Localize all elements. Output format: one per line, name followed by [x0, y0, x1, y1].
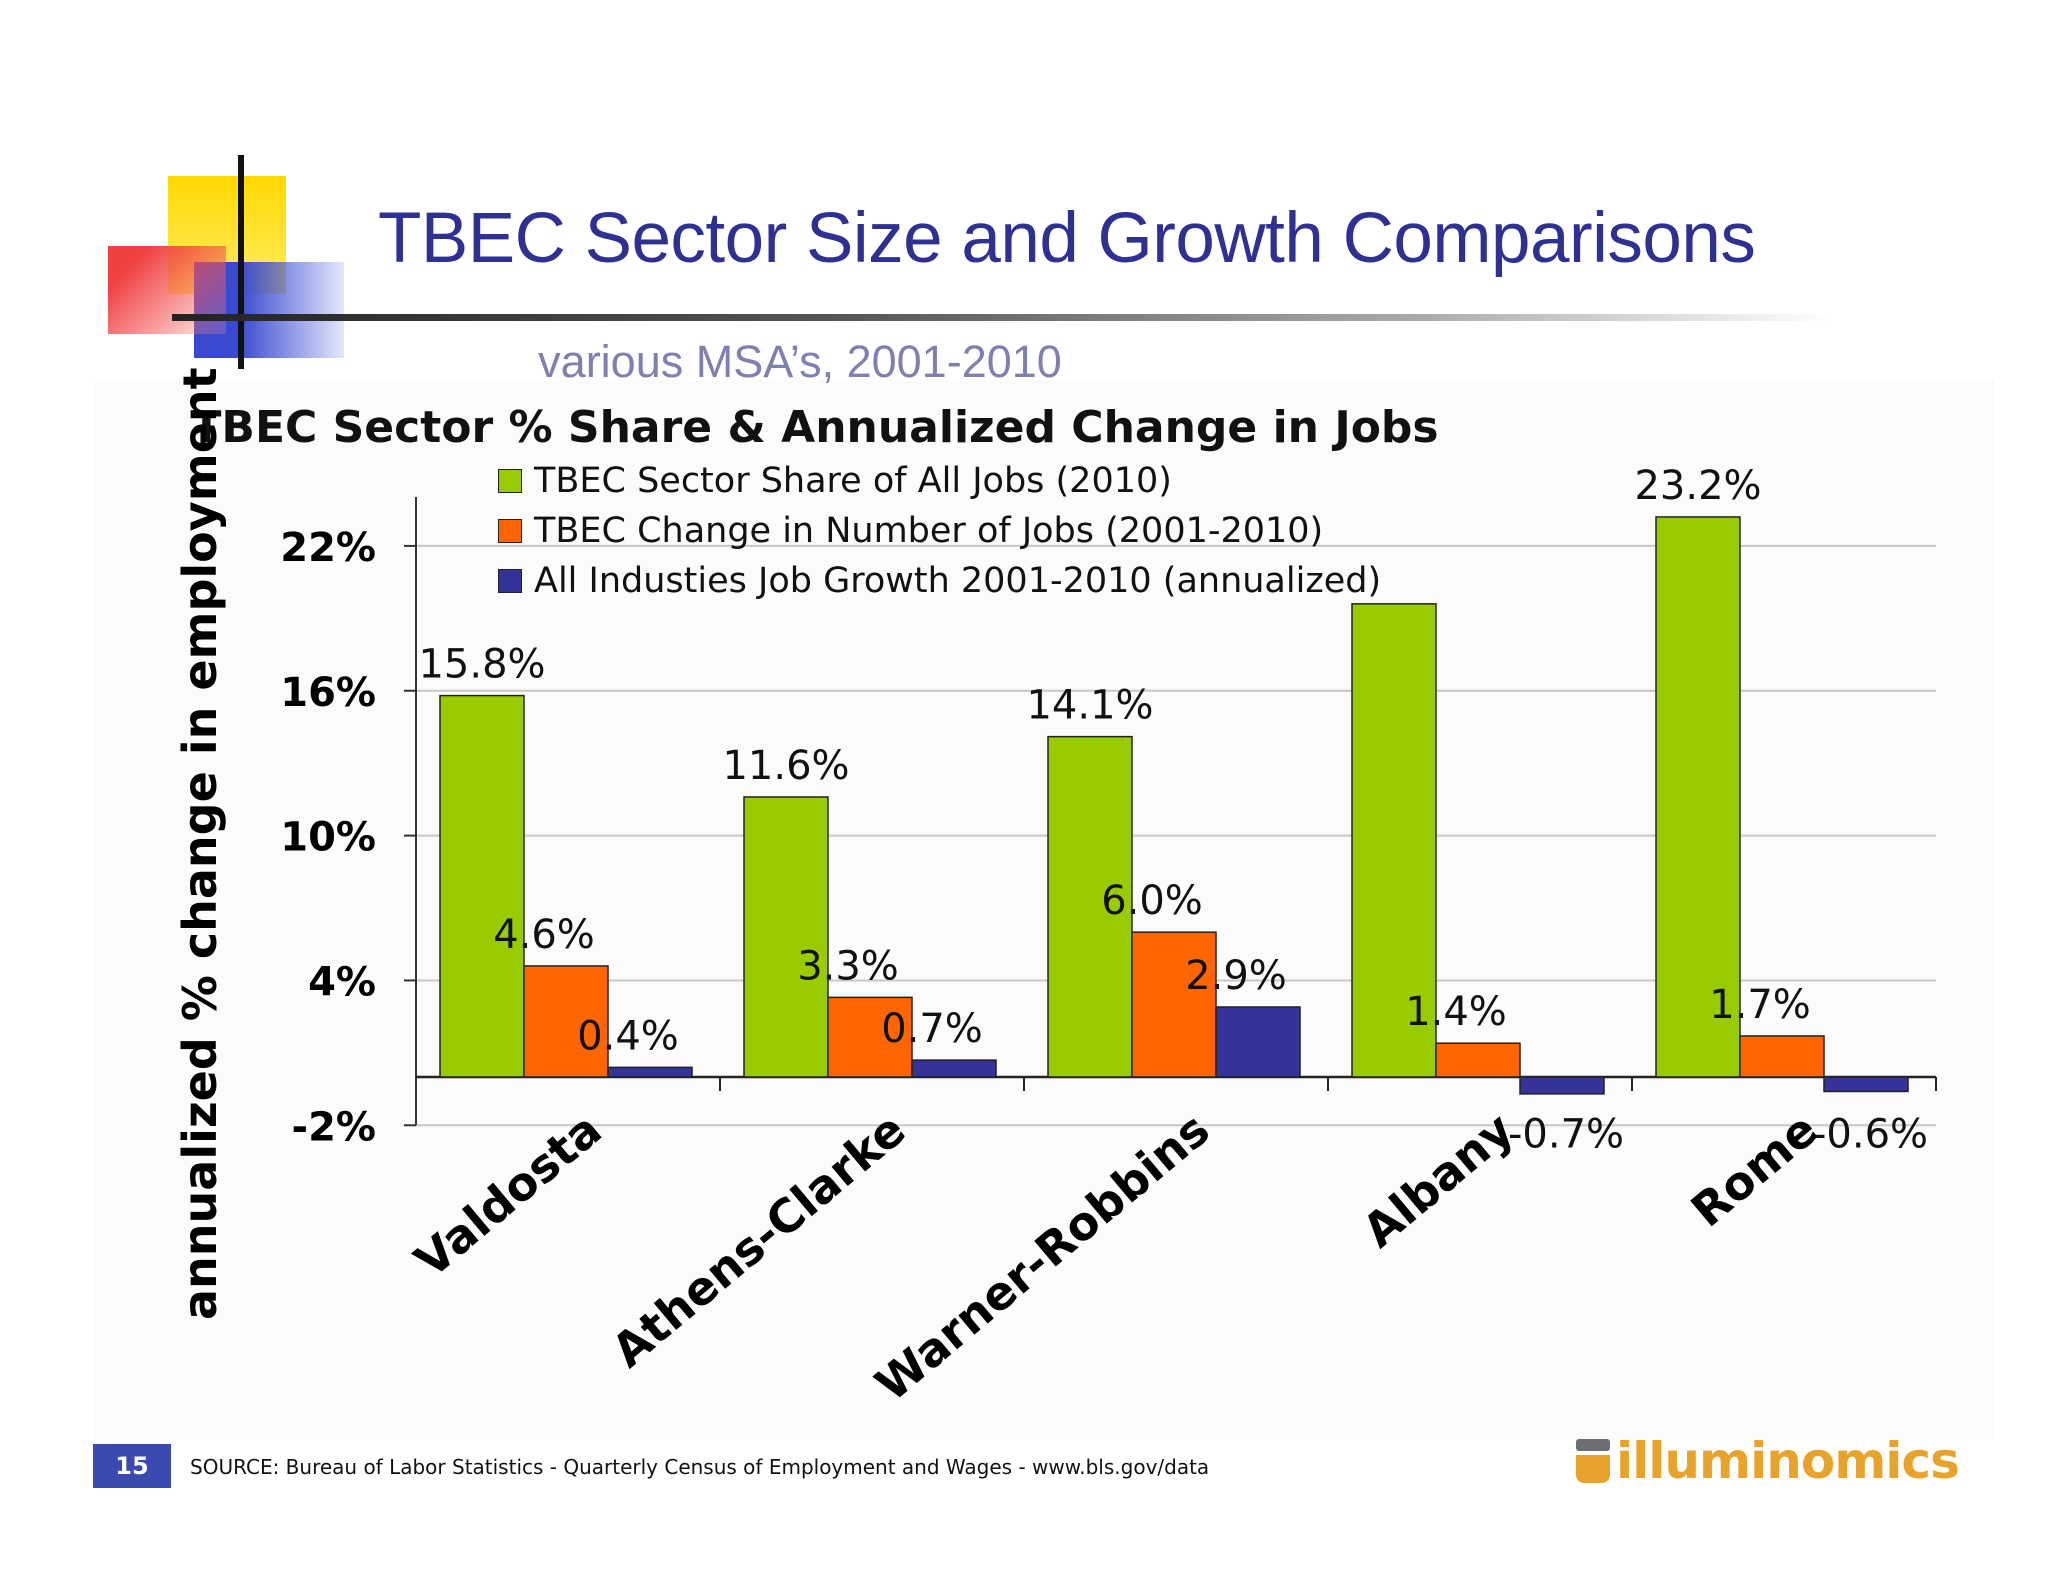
data-label: -0.6% [1812, 1111, 1928, 1157]
data-label: 1.4% [1405, 989, 1507, 1035]
data-label: 1.7% [1709, 982, 1811, 1028]
data-label: 15.8% [418, 642, 545, 688]
brand-logo: illuminomics [1576, 1432, 1960, 1490]
legend-swatch-change [498, 519, 522, 543]
bar-2-4 [1823, 1076, 1909, 1093]
data-label: 0.4% [577, 1013, 679, 1059]
legend-swatch-share [498, 469, 522, 493]
bar-2-1 [911, 1059, 997, 1078]
data-label: 3.3% [797, 943, 899, 989]
y-tick-label: -2% [291, 1104, 376, 1150]
bar-0-3 [1351, 603, 1437, 1078]
y-tick-label: 4% [308, 959, 376, 1005]
brand-name: illuminomics [1616, 1432, 1960, 1490]
data-label: -0.7% [1508, 1111, 1624, 1157]
bar-1-4 [1739, 1035, 1825, 1078]
slide-subtitle: various MSA’s, 2001-2010 [538, 336, 1062, 387]
legend-item-all-industries: All Industies Job Growth 2001-2010 (annu… [498, 556, 1381, 606]
bar-0-0 [439, 694, 525, 1078]
category-label: Rome [1681, 1102, 1828, 1237]
bar-1-2 [1131, 931, 1217, 1078]
bar-2-0 [607, 1066, 693, 1078]
category-label: Athens-Clarke [602, 1102, 916, 1378]
bar-1-1 [827, 996, 913, 1078]
bar-1-0 [523, 965, 609, 1078]
legend-label-all-industries: All Industies Job Growth 2001-2010 (annu… [534, 561, 1382, 601]
bar-0-2 [1047, 735, 1133, 1078]
data-label: 4.6% [493, 912, 595, 958]
legend-label-change: TBEC Change in Number of Jobs (2001-2010… [534, 511, 1324, 551]
bar-2-3 [1519, 1076, 1605, 1095]
y-tick-label: 22% [280, 525, 376, 571]
category-label: Warner-Robbins [865, 1102, 1219, 1412]
data-label: 6.0% [1101, 878, 1203, 924]
data-label: 11.6% [722, 743, 849, 789]
y-tick-label: 10% [280, 815, 376, 861]
title-divider [172, 314, 1832, 321]
category-label: Valdosta [405, 1102, 612, 1288]
source-note: SOURCE: Bureau of Labor Statistics - Qua… [190, 1455, 1210, 1479]
chart-legend: TBEC Sector Share of All Jobs (2010) TBE… [498, 456, 1381, 606]
data-label: 23.2% [1634, 463, 1761, 509]
bar-2-2 [1215, 1006, 1301, 1078]
bar-0-4 [1655, 516, 1741, 1078]
legend-swatch-all-industries [498, 569, 522, 593]
chart-title: TBEC Sector % Share & Annualized Change … [191, 402, 1439, 453]
legend-label-share: TBEC Sector Share of All Jobs (2010) [534, 461, 1172, 501]
bar-0-1 [743, 796, 829, 1078]
page-number-badge: 15 [93, 1444, 171, 1488]
slide-title: TBEC Sector Size and Growth Comparisons [378, 199, 1756, 278]
legend-item-share: TBEC Sector Share of All Jobs (2010) [498, 456, 1381, 506]
data-label: 2.9% [1185, 953, 1287, 999]
bar-1-3 [1435, 1042, 1521, 1078]
data-label: 14.1% [1026, 683, 1153, 729]
legend-item-change: TBEC Change in Number of Jobs (2001-2010… [498, 506, 1381, 556]
data-label: 0.7% [881, 1006, 983, 1052]
brand-mark-icon [1576, 1439, 1612, 1483]
y-tick-label: 16% [280, 670, 376, 716]
